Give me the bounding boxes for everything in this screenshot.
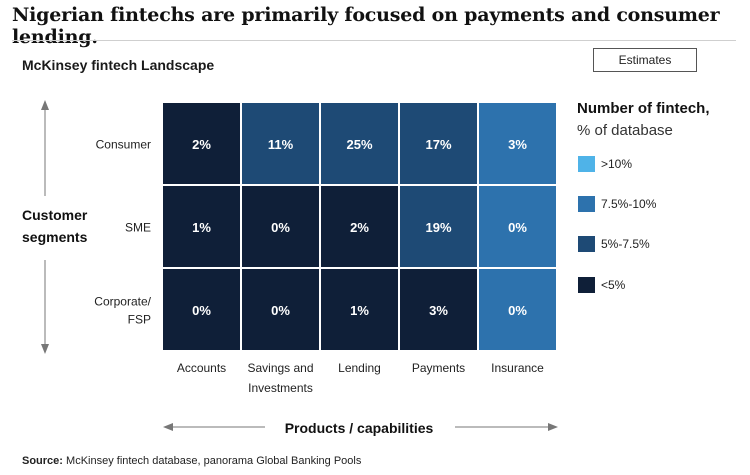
y-axis-arrow-down-head bbox=[41, 344, 49, 354]
cell-value-label: 19% bbox=[425, 220, 451, 235]
heatmap-cell bbox=[477, 184, 558, 269]
y-axis-title: Customer segments bbox=[22, 207, 88, 245]
estimates-badge: Estimates bbox=[593, 48, 697, 72]
x-axis-arrow-right-head bbox=[548, 423, 558, 431]
cell-value-label: 1% bbox=[192, 220, 211, 235]
heatmap-cell bbox=[161, 267, 242, 352]
cell-value-label: 0% bbox=[271, 220, 290, 235]
legend-swatch bbox=[578, 196, 595, 212]
column-label-payments: Payments bbox=[412, 361, 465, 375]
legend-label: 7.5%-10% bbox=[601, 197, 657, 211]
heatmap-cell bbox=[319, 184, 400, 269]
legend-swatch bbox=[578, 236, 595, 252]
cell-value-label: 0% bbox=[192, 303, 211, 318]
heatmap-cell bbox=[240, 184, 321, 269]
cell-value-label: 0% bbox=[508, 303, 527, 318]
column-label-lending: Lending bbox=[338, 361, 381, 375]
heatmap-cells: 2% 11% 25% 17% 3% 1% 0% 2% 19% 0% 0% 0% 1% 3% 0% bbox=[161, 101, 558, 352]
heatmap-cell bbox=[477, 267, 558, 352]
cell-value-label: 1% bbox=[350, 303, 369, 318]
legend-title: Number of fintech, % of database bbox=[577, 98, 710, 142]
cell-value-label: 25% bbox=[346, 137, 372, 152]
source-text: McKinsey fintech database, panorama Glob… bbox=[62, 455, 362, 467]
heatmap-cell bbox=[398, 184, 479, 269]
cell-value-label: 2% bbox=[350, 220, 369, 235]
column-label-savings-and-investments: Savings and Investments bbox=[247, 361, 313, 395]
legend-label: >10% bbox=[601, 157, 633, 171]
legend-label: 5%-7.5% bbox=[601, 237, 650, 251]
chart-subtitle: McKinsey fintech Landscape bbox=[22, 57, 215, 73]
column-label-insurance: Insurance bbox=[491, 361, 544, 375]
cell-value-label: 3% bbox=[429, 303, 448, 318]
heatmap-cell bbox=[240, 101, 321, 186]
heatmap-cell bbox=[398, 267, 479, 352]
column-label-accounts: Accounts bbox=[177, 361, 226, 375]
headline: Nigerian fintechs are primarily focused … bbox=[12, 4, 720, 48]
cell-value-label: 11% bbox=[268, 137, 294, 152]
header-divider bbox=[12, 40, 736, 41]
row-label-consumer: Consumer bbox=[96, 138, 151, 152]
heatmap-cell bbox=[161, 184, 242, 269]
x-axis-title: Products / capabilities bbox=[285, 420, 434, 436]
cell-value-label: 0% bbox=[508, 220, 527, 235]
source-note: Source: McKinsey fintech database, panor… bbox=[22, 455, 361, 467]
column-labels: Accounts Savings and Investments Lending Pay… bbox=[177, 361, 544, 395]
source-label: Source: bbox=[22, 455, 63, 467]
x-axis-arrow-left-head bbox=[163, 423, 173, 431]
row-label-corporate-fsp: Corporate/FSP bbox=[94, 295, 151, 327]
cell-value-label: 3% bbox=[508, 137, 527, 152]
row-label-sme: SME bbox=[125, 221, 151, 235]
cell-value-label: 17% bbox=[425, 137, 451, 152]
row-labels: Consumer SME Corporate/FSP bbox=[94, 138, 151, 327]
legend-title-sub: % of database bbox=[577, 122, 673, 139]
legend-swatch bbox=[578, 277, 595, 293]
legend-label: <5% bbox=[601, 278, 626, 292]
cell-value-label: 2% bbox=[192, 137, 211, 152]
legend-title-main: Number of fintech, bbox=[577, 100, 710, 117]
legend-swatch bbox=[578, 156, 595, 172]
heatmap-cell bbox=[240, 267, 321, 352]
axis-arrows: Customer segments Products / capabilities bbox=[22, 100, 558, 436]
heatmap-cell bbox=[319, 267, 400, 352]
y-axis-arrow-up-head bbox=[41, 100, 49, 110]
cell-value-label: 0% bbox=[271, 303, 290, 318]
